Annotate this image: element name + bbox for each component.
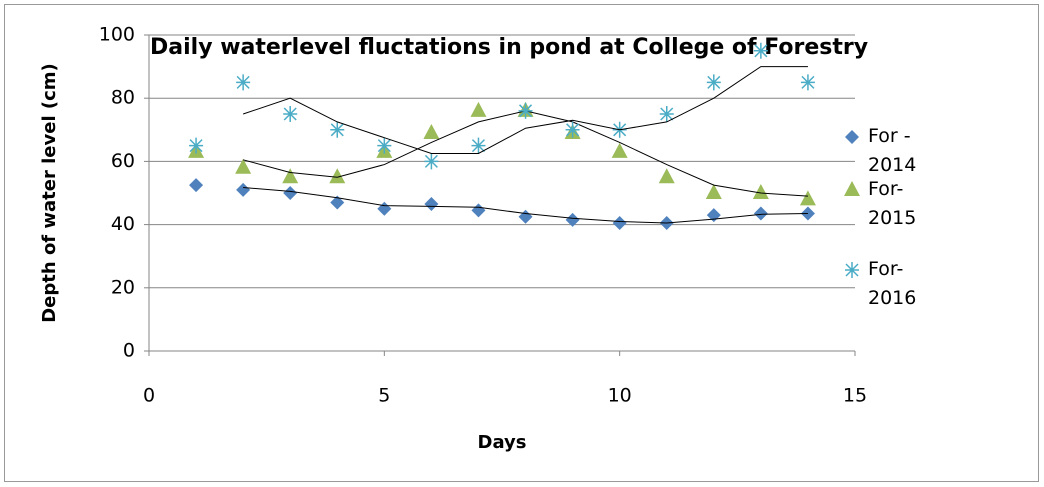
data-point [330, 195, 345, 210]
data-point [377, 137, 392, 154]
legend-label: For - 2014 [868, 125, 917, 176]
y-tick-label: 100 [99, 24, 135, 46]
data-point [189, 178, 204, 193]
data-point [235, 158, 252, 174]
data-point [800, 74, 815, 91]
y-tick-label: 60 [111, 150, 135, 172]
data-point [845, 130, 859, 144]
data-point [565, 212, 580, 227]
data-point [329, 168, 346, 184]
data-point [845, 262, 859, 278]
data-point [753, 206, 768, 221]
y-tick-label: 0 [123, 340, 135, 362]
trendline [242, 66, 808, 154]
data-point [424, 153, 439, 170]
data-point [283, 106, 298, 122]
data-point [752, 184, 769, 199]
chart-frame [4, 4, 1039, 482]
data-point [471, 137, 486, 154]
x-axis-title: Days [478, 432, 527, 453]
data-point [189, 137, 204, 154]
data-point [236, 182, 251, 197]
data-point [799, 190, 816, 206]
data-point [705, 184, 722, 199]
data-point [611, 142, 628, 158]
data-point [236, 74, 251, 91]
legend-label: For-2016 [868, 258, 917, 309]
y-tick-label: 80 [111, 87, 135, 109]
legend-label: For-2015 [868, 178, 917, 229]
data-point [423, 123, 440, 139]
data-point [282, 168, 299, 184]
x-tick-label: 0 [143, 385, 155, 407]
data-point [706, 74, 721, 91]
data-point [658, 168, 675, 184]
chart-title: Daily waterlevel fluctations in pond at … [150, 35, 868, 60]
data-point [470, 101, 487, 117]
data-point [659, 106, 674, 122]
y-tick-label: 40 [111, 213, 135, 235]
trendline [243, 186, 808, 224]
data-point [283, 186, 298, 200]
data-point [518, 102, 533, 119]
x-tick-label: 15 [843, 385, 867, 407]
y-tick-label: 20 [111, 276, 135, 298]
x-tick-label: 5 [378, 385, 390, 407]
data-point [612, 216, 627, 231]
data-point [753, 42, 768, 59]
x-tick-label: 10 [608, 385, 632, 407]
data-point [565, 121, 580, 138]
y-axis-title: Depth of water level (cm) [39, 63, 60, 323]
data-point [424, 197, 439, 212]
data-point [844, 181, 860, 196]
data-point [330, 121, 345, 138]
